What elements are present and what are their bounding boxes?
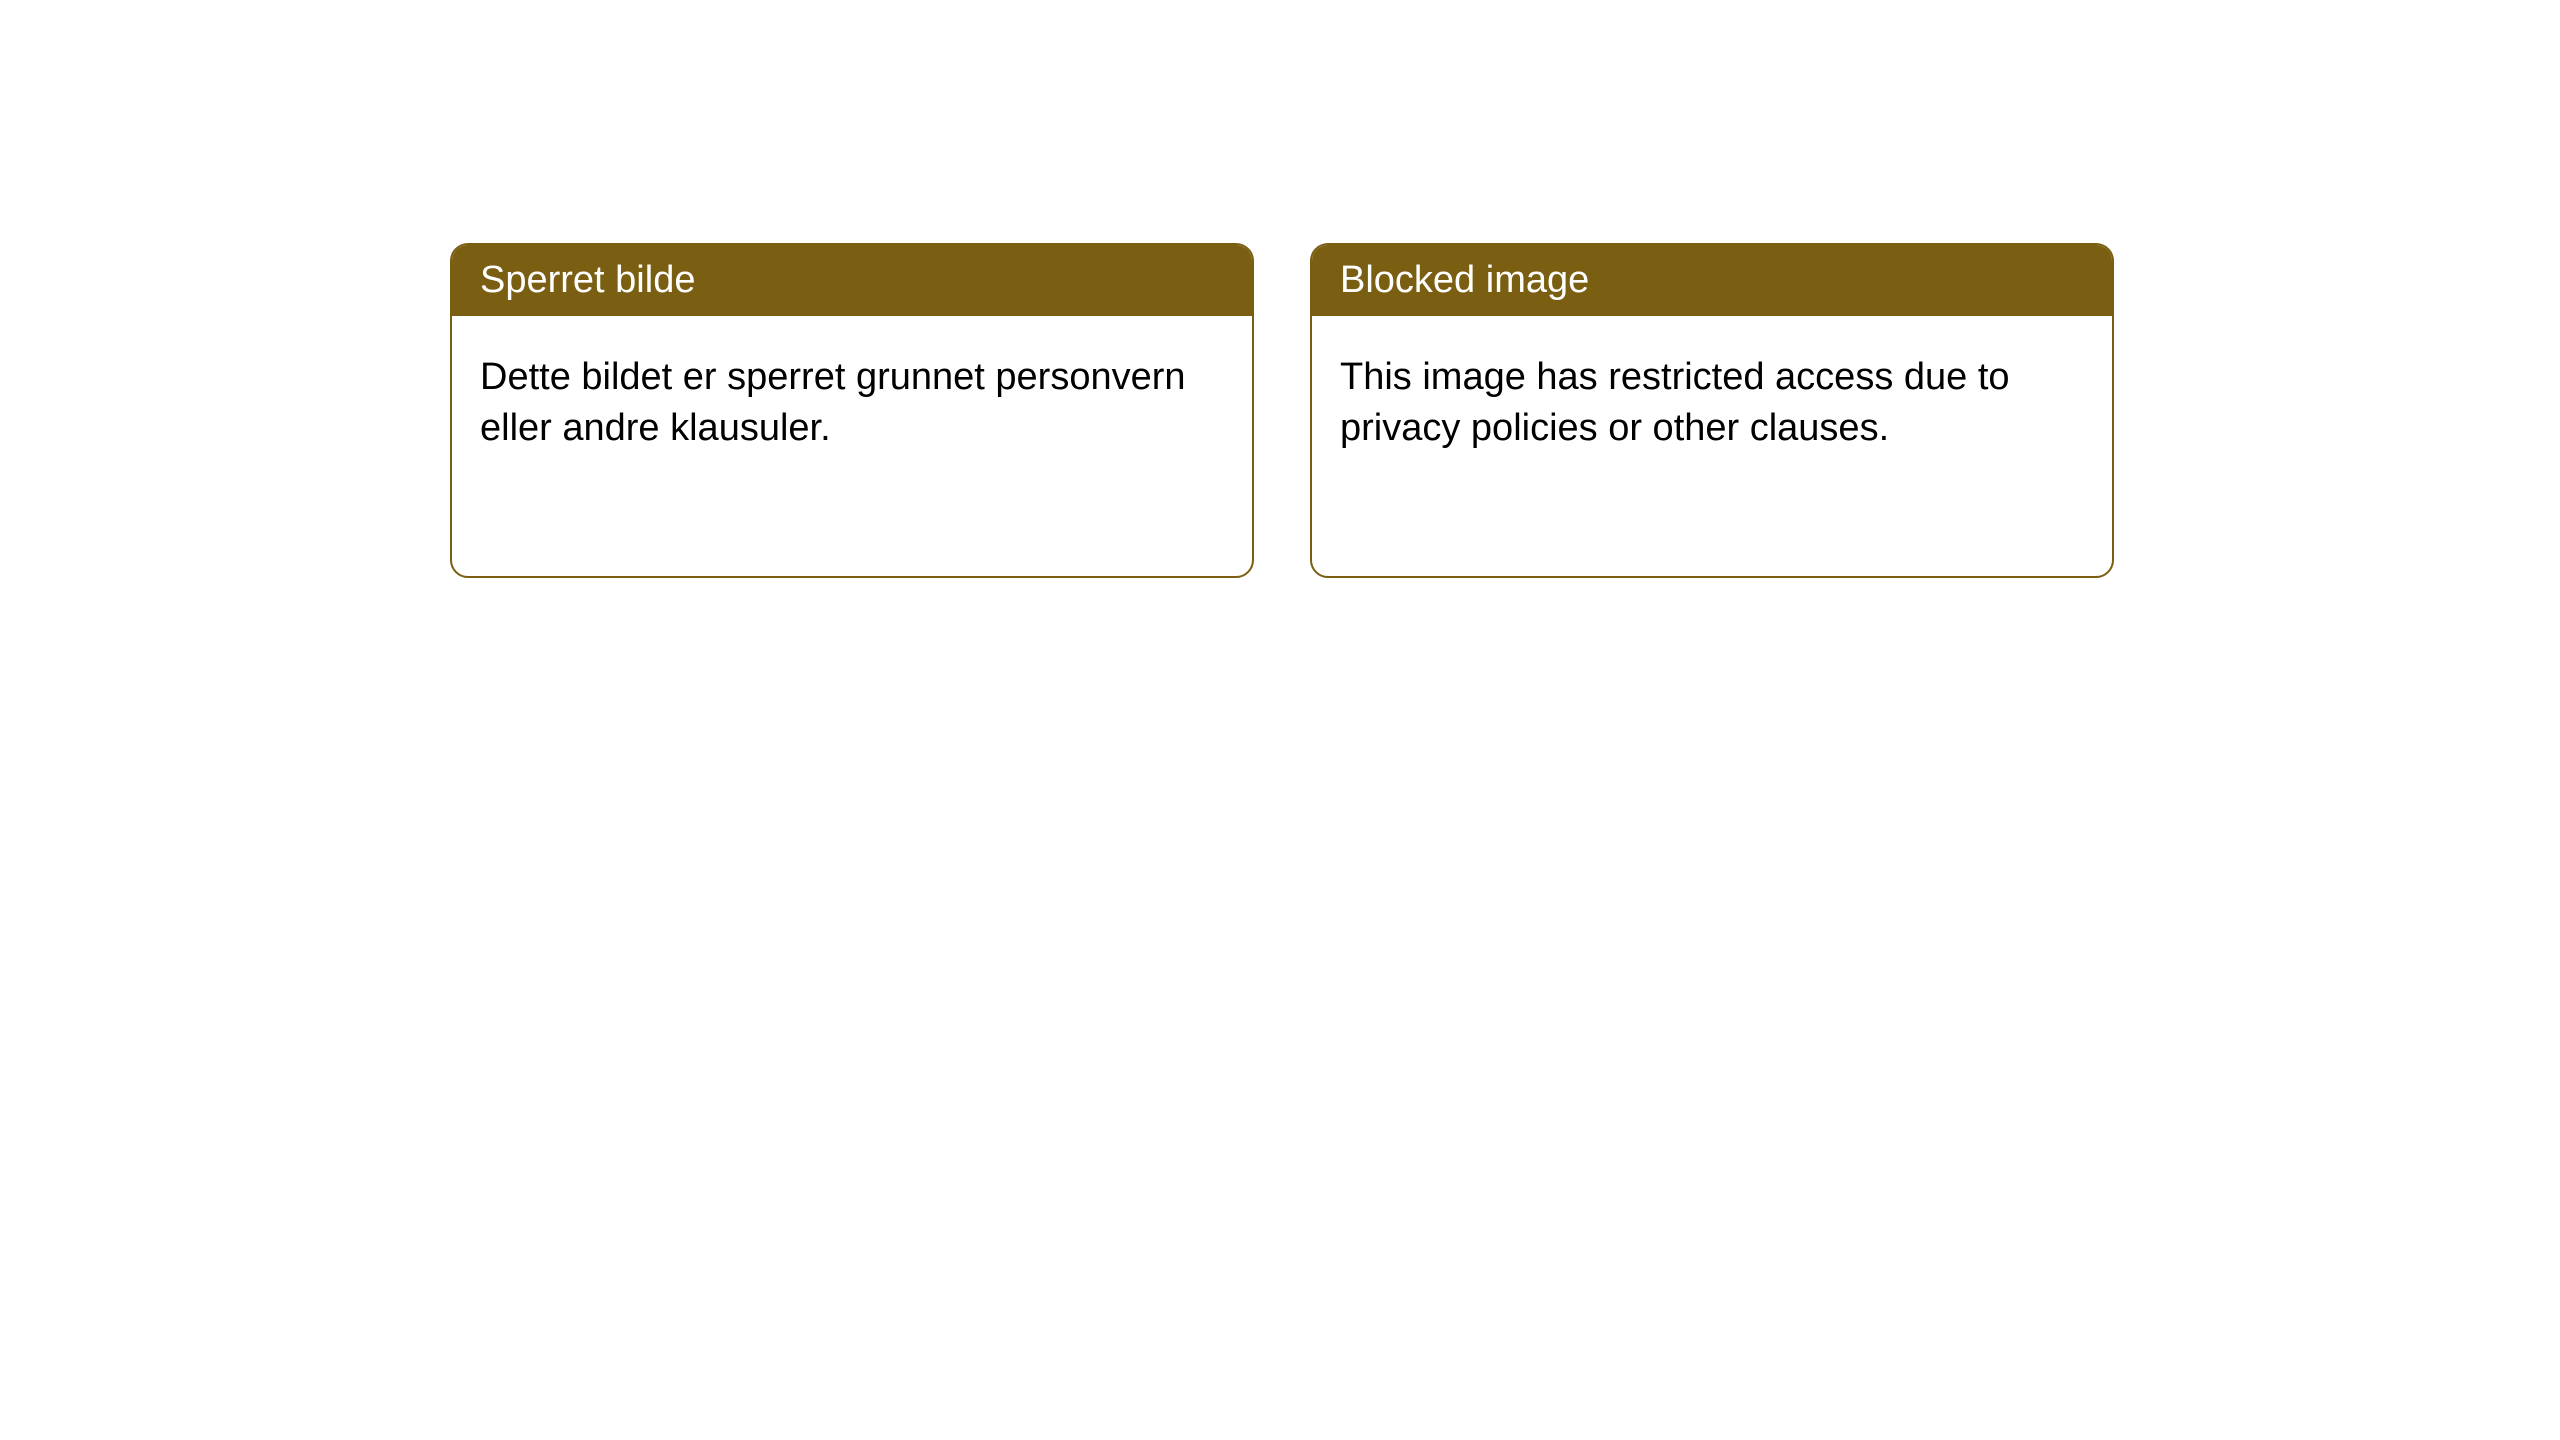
notice-body: Dette bildet er sperret grunnet personve… bbox=[452, 316, 1252, 491]
notice-header: Sperret bilde bbox=[452, 245, 1252, 316]
notice-header: Blocked image bbox=[1312, 245, 2112, 316]
notice-body: This image has restricted access due to … bbox=[1312, 316, 2112, 491]
notice-card-norwegian: Sperret bilde Dette bildet er sperret gr… bbox=[450, 243, 1254, 578]
notice-card-english: Blocked image This image has restricted … bbox=[1310, 243, 2114, 578]
notice-container: Sperret bilde Dette bildet er sperret gr… bbox=[450, 243, 2114, 578]
